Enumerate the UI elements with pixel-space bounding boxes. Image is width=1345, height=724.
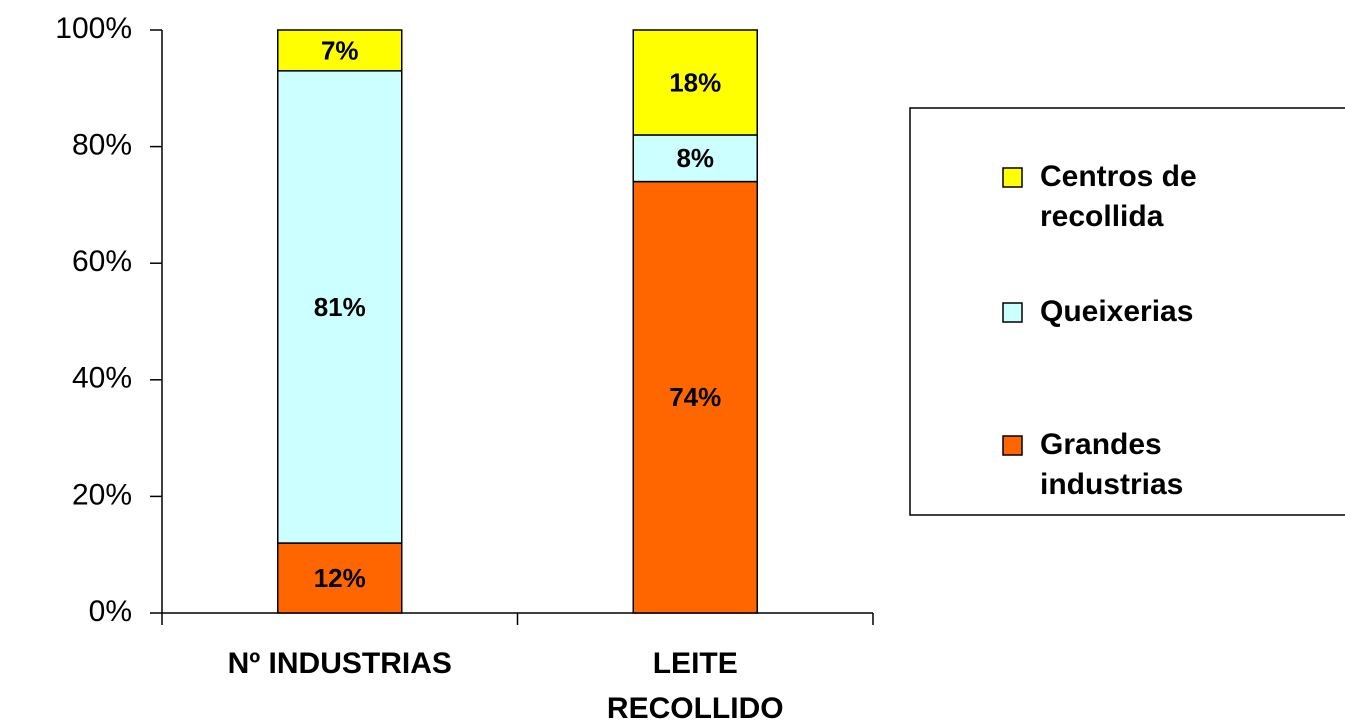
legend-swatch — [1002, 167, 1023, 188]
data-label: 12% — [314, 563, 366, 593]
bar-segment — [277, 29, 403, 72]
x-tick-label: Nº INDUSTRIAS — [228, 647, 452, 680]
bar-segment — [632, 180, 758, 614]
bar-segment — [632, 134, 758, 183]
legend-swatch — [1002, 302, 1023, 323]
bar-segment — [277, 542, 403, 614]
y-tick-label: 40% — [72, 362, 132, 395]
legend-label: Centros de recollida — [1040, 160, 1197, 233]
legend-label: Queixerias — [1040, 295, 1193, 328]
data-label: 74% — [669, 382, 721, 412]
y-tick-label: 0% — [89, 595, 132, 628]
bar-segment — [632, 29, 758, 136]
x-tick-label: LEITE RECOLLIDO — [607, 647, 784, 724]
legend-box — [909, 107, 1345, 516]
y-tick-label: 80% — [72, 129, 132, 162]
data-label: 18% — [669, 67, 721, 97]
data-label: 81% — [314, 292, 366, 322]
y-tick-label: 100% — [55, 12, 132, 45]
data-label: 7% — [321, 35, 359, 65]
bar-segment — [277, 70, 403, 544]
y-tick-label: 20% — [72, 478, 132, 511]
legend-swatch — [1002, 435, 1023, 456]
y-tick-label: 60% — [72, 245, 132, 278]
legend-label: Grandes industrias — [1040, 428, 1183, 501]
data-label: 8% — [676, 143, 714, 173]
